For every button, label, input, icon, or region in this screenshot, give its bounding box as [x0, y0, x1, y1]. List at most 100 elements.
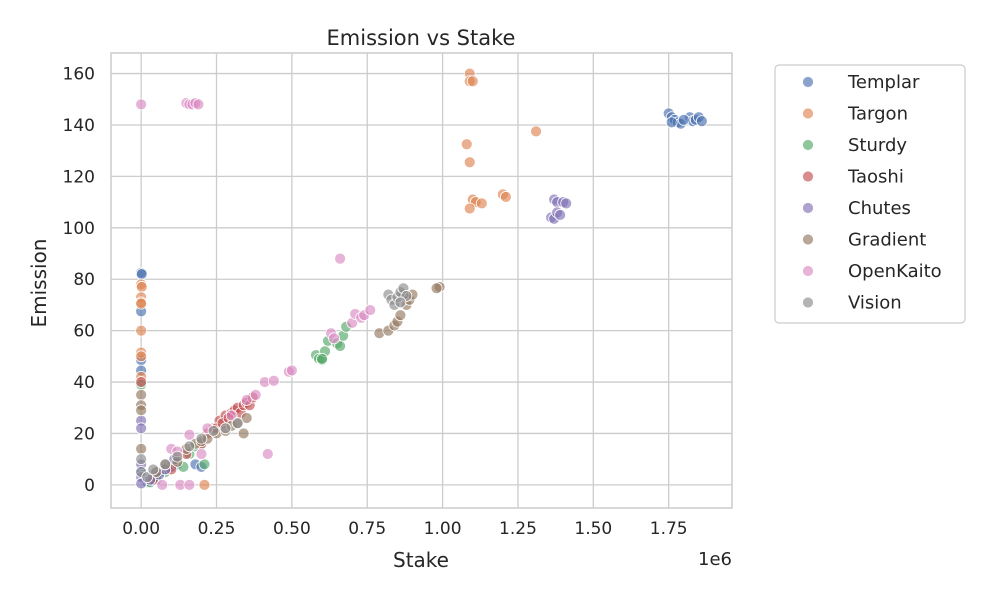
legend-label-gradient: Gradient	[848, 230, 926, 251]
point-vision	[135, 453, 148, 466]
point-openkaito	[183, 478, 196, 491]
point-targon	[475, 197, 488, 210]
point-vision	[171, 450, 184, 463]
point-templar	[665, 116, 678, 129]
legend-marker-chutes	[802, 202, 814, 214]
point-vision	[147, 463, 160, 476]
point-openkaito	[192, 98, 205, 111]
point-openkaito	[364, 304, 377, 316]
point-chutes	[135, 422, 148, 435]
point-targon	[530, 125, 542, 138]
legend-marker-openkaito	[802, 265, 814, 277]
point-chutes	[554, 209, 567, 221]
y-tick-label: 60	[73, 322, 95, 342]
point-openkaito	[334, 252, 347, 265]
legend: Templar Targon Sturdy Taoshi Chutes Gradient O…	[774, 64, 966, 324]
point-openkaito	[225, 409, 238, 422]
point-vision	[394, 296, 407, 309]
legend-label-chutes: Chutes	[848, 198, 911, 219]
point-gradient	[240, 412, 253, 424]
y-tick-label: 120	[63, 167, 95, 187]
point-vision	[159, 458, 172, 471]
legend-box	[774, 64, 966, 324]
point-sturdy	[316, 353, 328, 365]
point-openkaito	[249, 388, 262, 401]
point-gradient	[430, 282, 443, 295]
point-templar	[677, 113, 690, 126]
point-targon	[135, 350, 148, 363]
x-tick-label: 0.00	[122, 519, 160, 539]
data-points	[135, 67, 708, 491]
point-targon	[466, 75, 479, 88]
y-axis-label: Emission	[27, 239, 51, 328]
x-axis-label: Stake	[393, 548, 449, 572]
point-sturdy	[198, 458, 211, 471]
point-targon	[135, 297, 148, 310]
legend-marker-gradient	[802, 233, 814, 246]
point-vision	[219, 422, 232, 435]
point-templar	[695, 115, 708, 128]
point-openkaito	[240, 394, 253, 406]
point-targon	[463, 202, 476, 215]
y-tick-label: 40	[73, 373, 95, 393]
grid-lines	[111, 53, 732, 508]
plot-frame	[110, 52, 733, 509]
point-gradient	[237, 427, 250, 440]
legend-marker-targon	[802, 107, 814, 120]
point-taoshi	[135, 376, 148, 388]
y-tick-label: 140	[63, 116, 95, 136]
legend-label-targon: Targon	[847, 104, 908, 125]
point-targon	[135, 324, 148, 337]
y-tick-label: 80	[73, 270, 95, 290]
x-axis-offset-label: 1e6	[698, 549, 732, 570]
legend-marker-templar	[802, 76, 814, 88]
x-tick-label: 1.00	[424, 519, 462, 539]
x-tick-label: 1.50	[574, 519, 612, 539]
point-vision	[141, 471, 154, 484]
point-openkaito	[285, 364, 298, 377]
legend-marker-taoshi	[802, 170, 814, 183]
point-openkaito	[156, 478, 169, 491]
x-tick-labels: 0.00 0.25 0.50 0.75 1.00 1.25 1.50 1.75	[122, 519, 687, 539]
y-tick-label: 20	[73, 424, 95, 444]
point-openkaito	[195, 448, 208, 460]
point-vision	[195, 432, 208, 445]
x-tick-label: 0.50	[273, 519, 311, 539]
y-tick-label: 100	[63, 219, 95, 239]
legend-marker-sturdy	[802, 139, 814, 151]
point-openkaito	[267, 374, 280, 387]
point-vision	[231, 417, 244, 430]
point-openkaito	[328, 332, 340, 345]
point-gradient	[135, 404, 148, 417]
legend-label-vision: Vision	[848, 293, 902, 314]
point-openkaito	[183, 428, 196, 441]
point-targon	[460, 138, 473, 151]
y-tick-label: 0	[84, 476, 95, 496]
point-targon	[463, 156, 476, 169]
point-gradient	[135, 388, 148, 401]
point-chutes	[560, 197, 573, 210]
point-gradient	[394, 309, 407, 322]
legend-label-openkaito: OpenKaito	[848, 261, 942, 282]
point-targon	[500, 191, 512, 203]
point-vision	[183, 440, 196, 453]
point-targon	[198, 478, 211, 491]
x-tick-label: 0.75	[348, 519, 386, 539]
chart-title: Emission vs Stake	[327, 26, 516, 50]
x-tick-label: 0.25	[198, 519, 236, 539]
point-templar	[135, 268, 148, 280]
legend-marker-vision	[802, 296, 814, 309]
y-tick-label: 160	[63, 65, 95, 85]
legend-label-sturdy: Sturdy	[848, 135, 907, 156]
point-gradient	[135, 442, 148, 455]
point-targon	[135, 281, 148, 293]
x-tick-label: 1.75	[650, 519, 688, 539]
legend-label-templar: Templar	[847, 72, 920, 93]
point-vision	[207, 424, 220, 437]
legend-label-taoshi: Taoshi	[847, 167, 904, 188]
point-openkaito	[135, 98, 148, 111]
point-openkaito	[261, 448, 274, 460]
x-tick-label: 1.25	[499, 519, 537, 539]
